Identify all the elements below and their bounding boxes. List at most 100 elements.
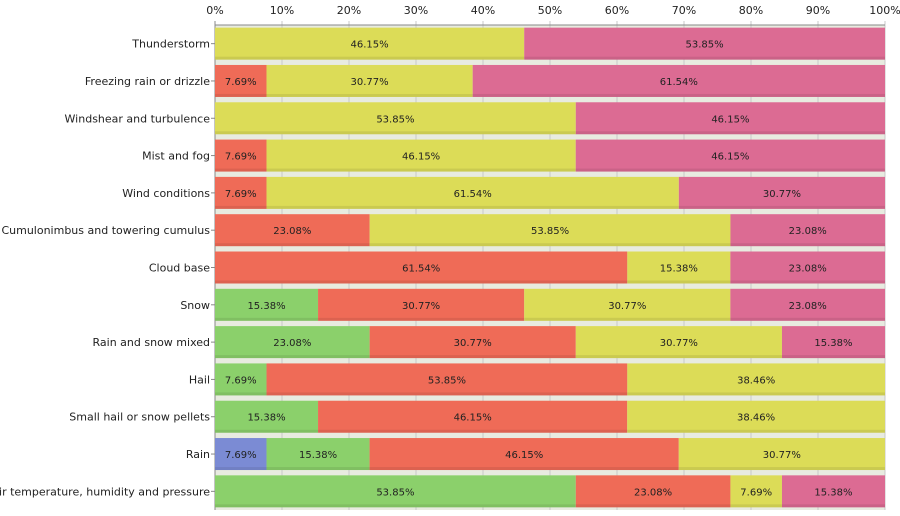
bar-segment: [215, 64, 267, 97]
data-label: 30.77%: [660, 338, 698, 349]
bar-segment-shade: [215, 56, 525, 60]
bar-segment: [266, 176, 679, 209]
data-label: 30.77%: [402, 301, 440, 312]
data-label: 46.15%: [711, 152, 749, 163]
bar-segment: [215, 288, 319, 321]
bar-segment-shade: [215, 317, 319, 321]
bar-segment: [318, 288, 525, 321]
bar-segment-shade: [730, 317, 885, 321]
bar-segment: [318, 400, 628, 433]
bar-segment-shade: [678, 467, 885, 471]
bar-segment-shade: [730, 280, 885, 284]
bar-segment-shade: [266, 205, 679, 209]
data-label: 30.77%: [351, 77, 389, 88]
data-label: 46.15%: [505, 450, 543, 461]
category-label: Hail: [189, 373, 210, 386]
bar-segment: [215, 400, 319, 433]
data-label: 23.08%: [789, 226, 827, 237]
x-tick-label: 40%: [471, 4, 495, 17]
bar-segment-shade: [524, 317, 731, 321]
data-label: 30.77%: [763, 450, 801, 461]
bar-segment: [215, 438, 267, 471]
x-tick-label: 0%: [206, 4, 223, 17]
bar-segment-shade: [215, 243, 370, 247]
bar-segment-shade: [369, 243, 731, 247]
data-label: 61.54%: [660, 77, 698, 88]
data-label: 23.08%: [634, 487, 672, 498]
category-label: Thunderstorm: [131, 38, 210, 51]
category-label: Wind conditions: [122, 187, 210, 200]
bar-segment-shade: [215, 93, 267, 97]
bar-segment-shade: [781, 355, 885, 359]
bar-segment: [266, 363, 628, 396]
bar-segment: [215, 102, 576, 135]
bar-segment-shade: [627, 280, 731, 284]
data-label: 46.15%: [402, 152, 440, 163]
bar-segment: [575, 475, 731, 508]
data-label: 7.69%: [225, 450, 257, 461]
bar-segment-shade: [627, 392, 885, 396]
bar-segment-shade: [730, 243, 886, 247]
x-tick-label: 20%: [337, 4, 361, 17]
bar-segment-shade: [215, 168, 267, 172]
bar-segment: [575, 326, 782, 359]
bar-segment-shade: [266, 467, 370, 471]
bar-segment-shade: [215, 205, 267, 209]
data-label: 53.85%: [686, 40, 724, 51]
bar-segment-shade: [627, 429, 885, 433]
bar-segment-shade: [575, 504, 731, 508]
data-label: 53.85%: [376, 487, 414, 498]
data-label: 23.08%: [789, 264, 827, 275]
bar-segment: [678, 438, 885, 471]
bar-segment: [627, 400, 885, 433]
data-label: 7.69%: [225, 77, 257, 88]
bar-segment: [524, 27, 885, 60]
data-label: 7.69%: [225, 189, 257, 200]
data-label: 15.38%: [247, 301, 285, 312]
bar-segment: [215, 475, 576, 508]
data-label: 46.15%: [351, 40, 389, 51]
bar-segment: [781, 326, 885, 359]
data-label: 30.77%: [454, 338, 492, 349]
data-label: 53.85%: [376, 114, 414, 125]
data-label: 61.54%: [402, 264, 440, 275]
bar-segment: [575, 139, 885, 172]
data-label: 38.46%: [737, 375, 775, 386]
bar-segment: [730, 214, 886, 247]
category-label: Mist and fog: [142, 150, 210, 163]
bar-segment: [369, 438, 679, 471]
bar-segment-shade: [369, 355, 576, 359]
bar-segment-shade: [215, 504, 576, 508]
data-label: 46.15%: [711, 114, 749, 125]
data-label: 30.77%: [608, 301, 646, 312]
data-label: 15.38%: [814, 338, 852, 349]
bar-segment-shade: [730, 504, 782, 508]
bar-segment: [627, 363, 885, 396]
bar-segment-shade: [215, 280, 628, 284]
bar-segment-shade: [266, 93, 473, 97]
data-label: 38.46%: [737, 413, 775, 424]
data-label: 15.38%: [247, 413, 285, 424]
bar-segment-shade: [781, 504, 885, 508]
bar-segment: [266, 64, 473, 97]
bar-segment: [781, 475, 885, 508]
category-label: Freezing rain or drizzle: [85, 75, 210, 88]
bar-segment: [266, 438, 370, 471]
x-tick-label: 70%: [672, 4, 696, 17]
x-tick-label: 60%: [605, 4, 629, 17]
category-label: Rain: [186, 448, 210, 461]
data-label: 53.85%: [531, 226, 569, 237]
category-label: Cumulonimbus and towering cumulus: [1, 224, 210, 237]
bar-segment: [472, 64, 885, 97]
bar-segment-shade: [266, 392, 628, 396]
x-tick-label: 50%: [538, 4, 562, 17]
data-label: 7.69%: [225, 152, 257, 163]
category-label: Windshear and turbulence: [65, 112, 211, 125]
bar-segment: [266, 139, 576, 172]
bar-segment: [215, 214, 370, 247]
bar-segment-shade: [575, 168, 885, 172]
bar-segment: [730, 288, 885, 321]
x-tick-label: 10%: [270, 4, 294, 17]
data-label: 46.15%: [454, 413, 492, 424]
bar-segment-shade: [575, 355, 782, 359]
